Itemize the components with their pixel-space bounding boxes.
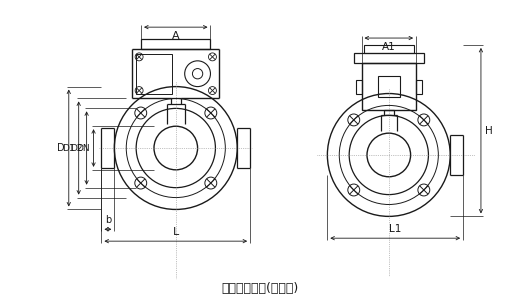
Text: D2: D2 xyxy=(70,144,83,153)
Bar xyxy=(136,54,172,94)
Text: A1: A1 xyxy=(382,42,396,52)
Bar xyxy=(141,39,211,49)
Bar xyxy=(378,76,400,98)
Bar xyxy=(354,53,424,63)
Text: DN: DN xyxy=(76,144,89,153)
Text: L1: L1 xyxy=(389,224,401,234)
Bar xyxy=(361,63,416,110)
Text: D: D xyxy=(57,143,65,153)
Text: A: A xyxy=(172,31,179,41)
Bar xyxy=(363,45,414,53)
Text: 电动三通球阀(法兰式): 电动三通球阀(法兰式) xyxy=(222,282,298,295)
Bar xyxy=(416,80,422,94)
Bar xyxy=(356,80,361,94)
Text: L: L xyxy=(173,227,179,237)
Text: b: b xyxy=(105,215,111,225)
Text: D1: D1 xyxy=(62,144,75,153)
Text: H: H xyxy=(485,126,492,136)
